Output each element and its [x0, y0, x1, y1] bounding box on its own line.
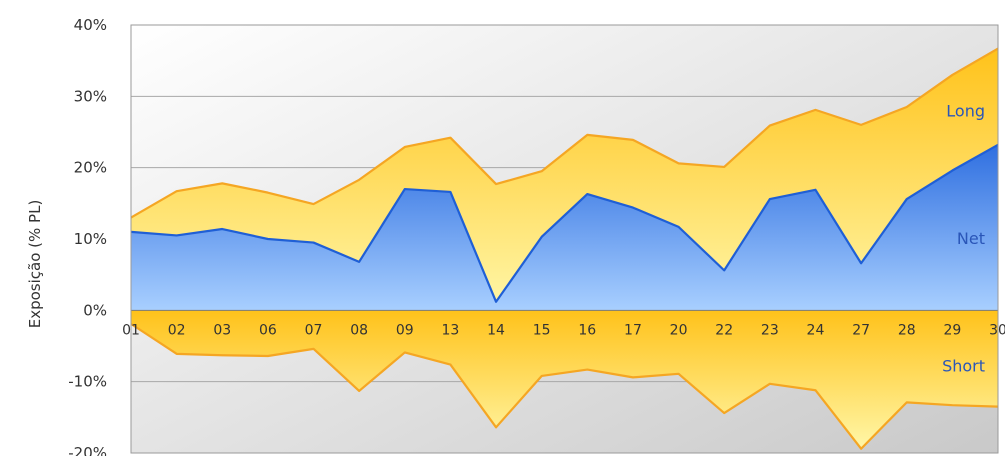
y-tick-label: 10% [74, 230, 107, 248]
x-tick-label: 13 [442, 322, 460, 338]
x-tick-label: 02 [168, 322, 186, 338]
x-tick-label: 14 [487, 322, 505, 338]
y-tick-label: 30% [74, 87, 107, 105]
plot-border [130, 24, 999, 454]
x-tick-label: 08 [350, 322, 368, 338]
x-tick-label: 09 [396, 322, 414, 338]
x-tick-label: 16 [578, 322, 596, 338]
x-tick-label: 27 [852, 322, 870, 338]
net-series-label: Net [957, 229, 985, 248]
x-tick-label: 15 [533, 322, 551, 338]
long-line [130, 47, 999, 219]
y-axis-label: Exposição (% PL) [26, 200, 44, 329]
x-tick-label: 24 [807, 322, 825, 338]
short-series-label: Short [942, 357, 985, 376]
y-tick-label: -10% [68, 373, 107, 391]
series-areas [130, 47, 999, 450]
x-tick-label: 17 [624, 322, 642, 338]
y-tick-label: 40% [74, 16, 107, 34]
y-axis-ticks: -20% -10% 0% 10% 20% 30% 40% [68, 16, 107, 456]
x-tick-label: 30 [989, 322, 1005, 338]
y-tick-label: 0% [83, 301, 107, 319]
y-tick-label: -20% [68, 444, 107, 456]
x-tick-label: 29 [943, 322, 961, 338]
long-series-label: Long [946, 101, 985, 120]
series-labels: Long Net Short [942, 101, 985, 375]
short-area [131, 310, 998, 449]
x-tick-label: 23 [761, 322, 779, 338]
net-line [130, 143, 999, 303]
y-tick-label: 20% [74, 159, 107, 177]
x-tick-label: 22 [715, 322, 733, 338]
x-tick-label: 06 [259, 322, 277, 338]
short-line [130, 322, 999, 450]
x-axis-ticks: 01 02 03 06 07 08 09 13 14 15 16 17 20 22 23 24 27 28 29 30 [122, 322, 1005, 338]
net-area [131, 144, 998, 311]
x-tick-label: 20 [670, 322, 688, 338]
x-tick-label: 28 [898, 322, 916, 338]
x-tick-label: 03 [213, 322, 231, 338]
x-tick-label: 07 [305, 322, 323, 338]
x-tick-label: 01 [122, 322, 140, 338]
